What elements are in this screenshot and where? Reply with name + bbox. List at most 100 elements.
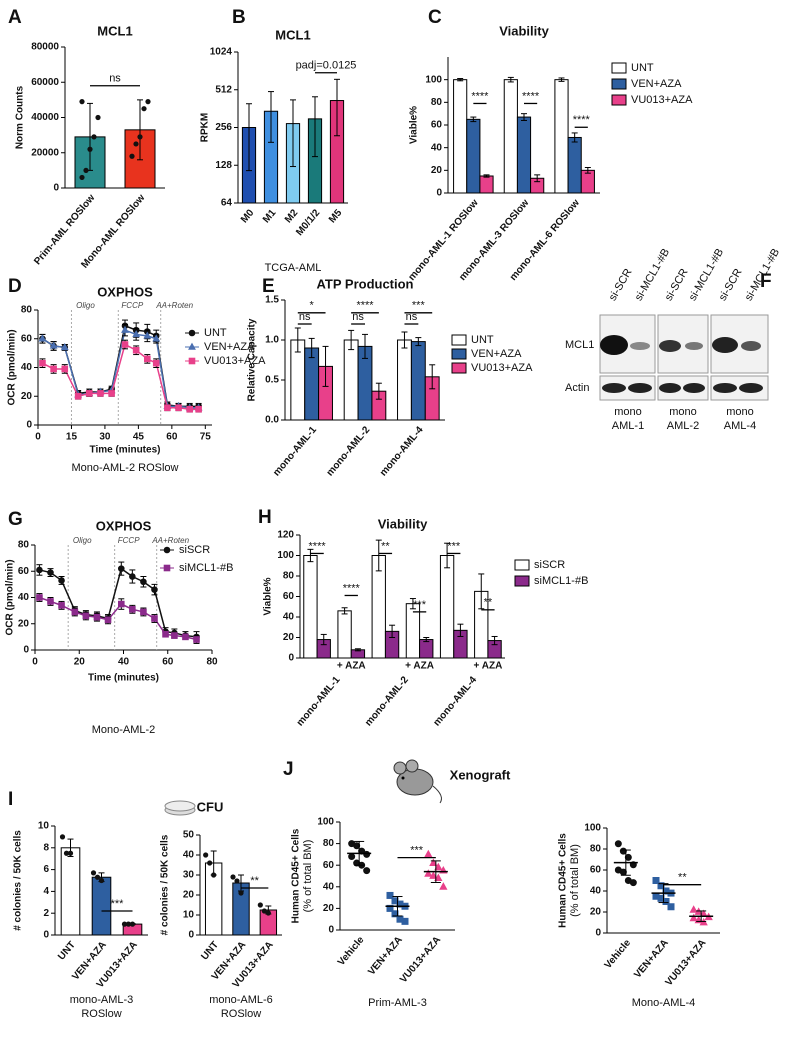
x-sub-label: + AZA [337,661,366,672]
x-tick-label: mono-AML-1 [295,674,343,728]
band [712,337,738,353]
significance-label: padj=0.0125 [296,60,357,72]
x-axis-label: Time (minutes) [88,673,159,684]
lane-label: si-SCR [607,267,635,303]
legend-swatch [451,334,467,346]
legend-marker [188,342,196,350]
bar [419,639,434,659]
data-point [401,917,409,925]
chart-title: OXPHOS [96,518,152,533]
legend-label: VU013+AZA [204,355,266,367]
bar [303,555,318,659]
data-point [74,392,82,400]
panel-letter: D [8,276,22,297]
y-axis-label: Viable% [409,106,420,144]
y-tick-label: 0 [595,928,601,939]
legend-marker [163,546,171,554]
x-tick-label: UNT [56,940,78,963]
data-point [151,586,158,593]
data-point [439,882,448,890]
data-point [47,598,54,605]
x-tick-label: 75 [200,432,212,443]
data-point [175,404,182,412]
data-point [261,908,267,914]
data-point [140,608,147,616]
data-point [143,331,152,339]
caption: ROSlow [81,1008,121,1020]
bar [554,79,569,194]
row-label: MCL1 [565,339,594,351]
injection-label: Oligo [76,301,95,310]
data-point [434,862,443,871]
data-point [95,114,101,121]
data-point [689,905,698,913]
data-point [652,877,660,884]
dish-icon [164,800,196,816]
band [630,342,650,350]
data-point [386,904,394,912]
x-tick-label: mono-AML-2 [325,424,373,478]
y-tick-label: 10 [183,910,195,921]
y-tick-label: 60 [590,865,602,876]
y-tick-label: 256 [215,122,232,133]
x-tick-label: UNT [199,940,221,963]
data-point [152,334,161,342]
y-tick-label: 20 [323,903,335,914]
band [628,383,652,393]
data-point [61,365,69,373]
bar [91,876,112,936]
significance-label: **** [573,114,591,126]
y-tick-label: 80 [431,97,443,108]
data-point [104,616,112,624]
data-point [230,874,236,880]
significance-label: **** [343,582,361,594]
data-point [86,390,93,397]
legend-label: siMCL1-#B [534,575,588,587]
x-tick-label: 80 [206,657,218,668]
legend-label: VEN+AZA [204,341,255,353]
row-label: Actin [565,382,589,394]
band [713,383,737,393]
y-axis-label: (% of total BM) [302,840,314,913]
significance-label: * [310,300,315,312]
data-point [193,636,200,643]
significance-label: ** [678,872,687,884]
data-point [363,867,371,875]
data-point [121,921,128,927]
significance-label: *** [410,845,424,857]
data-point [614,840,622,848]
caption: TCGA-AML [265,262,322,274]
x-tick-label: M5 [327,207,345,225]
y-tick-label: 100 [317,817,334,828]
data-point [195,405,202,413]
group-label: AML-4 [724,420,756,432]
legend-label: UNT [471,334,494,346]
y-tick-label: 4 [43,886,49,897]
chart-title: MCL1 [97,23,132,38]
y-axis-label: RPKM [200,113,211,142]
x-tick-label: 30 [99,432,111,443]
significance-label: ns [406,311,418,323]
data-point [234,878,240,884]
y-axis-label: OCR (pmol/min) [7,329,18,405]
y-tick-label: 80 [18,540,30,551]
data-point [429,871,438,879]
caption: Mono-AML-2 [92,724,156,736]
data-point [363,850,371,858]
data-point [132,346,140,354]
data-point [141,106,147,112]
legend-swatch [611,62,627,74]
y-tick-label: 20000 [31,147,59,158]
y-tick-label: 60 [323,860,335,871]
data-point [94,874,101,880]
y-tick-label: 60 [21,333,33,344]
data-point [144,355,151,363]
x-tick-label: Vehicle [336,934,367,968]
group-label: mono [726,406,754,418]
chart-title: Viability [499,23,549,38]
y-tick-label: 0 [53,183,59,194]
legend-label: UNT [631,62,654,74]
legend-marker [163,564,171,572]
data-point [79,174,85,181]
data-point [39,359,46,367]
